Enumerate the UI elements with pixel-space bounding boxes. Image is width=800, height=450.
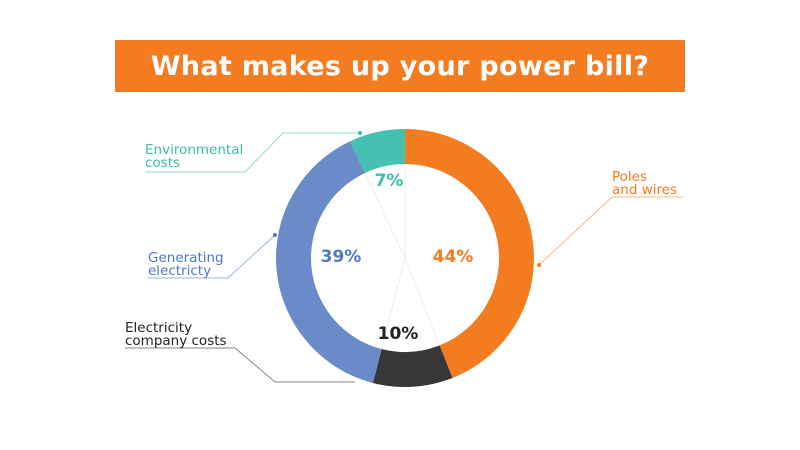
- category-label-1-0: Electricity: [125, 320, 192, 336]
- percent-label-2: 39%: [321, 247, 362, 267]
- category-label-2-1: electricty: [148, 263, 211, 279]
- radial-line-2: [381, 257, 406, 350]
- category-label-0-1: and wires: [612, 182, 677, 198]
- slice-2: [276, 141, 382, 383]
- percent-label-3: 7%: [375, 171, 404, 191]
- percent-label-1: 10%: [378, 324, 419, 344]
- category-label-2-0: Generating: [148, 250, 224, 266]
- leader-line-3: [145, 132, 360, 173]
- leader-line-0: [538, 196, 683, 266]
- leader-dot-3: [358, 131, 362, 135]
- chart-title: What makes up your power bill?: [150, 50, 650, 82]
- percent-label-0: 44%: [433, 247, 474, 267]
- category-label-3-1: costs: [145, 155, 180, 171]
- slice-1: [372, 345, 453, 387]
- leader-line-2: [148, 234, 276, 279]
- slice-3: [350, 129, 405, 173]
- radial-line-3: [364, 172, 406, 259]
- leader-line-1: [125, 347, 355, 383]
- category-label-3-0: Environmental: [145, 142, 243, 158]
- leader-dot-0: [537, 263, 541, 267]
- category-label-1-1: company costs: [125, 333, 227, 349]
- title-banner: What makes up your power bill?: [115, 40, 685, 92]
- leader-dot-2: [273, 233, 277, 237]
- slice-0: [405, 129, 534, 378]
- category-label-0-0: Poles: [612, 169, 647, 185]
- radial-line-1: [404, 257, 441, 346]
